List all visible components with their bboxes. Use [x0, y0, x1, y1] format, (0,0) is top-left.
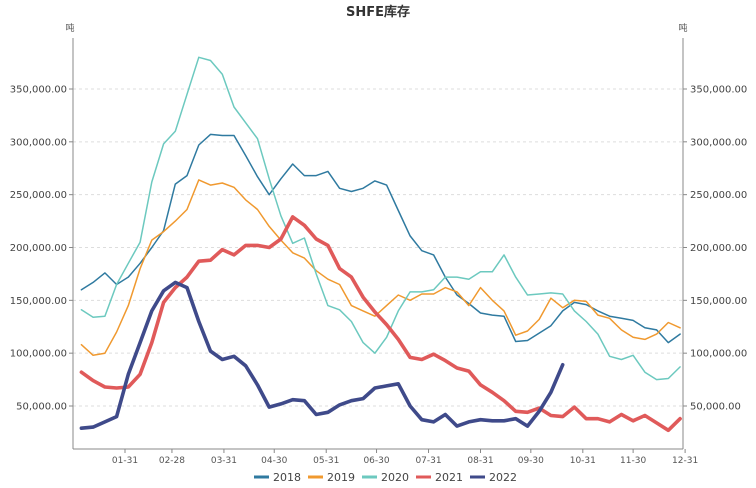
legend-label: 2021	[435, 471, 463, 484]
x-tick-label: 01-31	[112, 456, 138, 466]
legend-item-2019[interactable]: 2019	[308, 471, 355, 484]
x-tick-label: 09-30	[518, 456, 544, 466]
y-tick-label: 150,000.00	[10, 296, 67, 307]
series-line-2020	[80, 56, 681, 381]
x-tick-label: 03-31	[211, 456, 237, 466]
series-line-2022	[79, 280, 565, 431]
chart-title: SHFE库存	[346, 4, 410, 20]
y-tick-label-right: 50,000.00	[690, 402, 741, 413]
legend-item-2020[interactable]: 2020	[362, 471, 409, 484]
legend-label: 2022	[489, 471, 517, 484]
y-tick-label-right: 350,000.00	[690, 84, 747, 95]
x-tick-label: 07-31	[415, 456, 441, 466]
right-axis-unit: 吨	[678, 22, 687, 34]
series-line-2018	[80, 133, 681, 344]
x-tick-label: 11-30	[620, 456, 646, 466]
left-axis-unit: 吨	[65, 22, 74, 34]
x-tick-label: 12-31	[672, 456, 698, 466]
y-tick-label-right: 300,000.00	[690, 137, 747, 148]
y-tick-label: 300,000.00	[10, 137, 67, 148]
y-tick-label-right: 150,000.00	[690, 296, 747, 307]
y-tick-label: 250,000.00	[10, 190, 67, 201]
y-tick-label-right: 250,000.00	[690, 190, 747, 201]
y-tick-label: 100,000.00	[10, 349, 67, 360]
legend-item-2018[interactable]: 2018	[254, 471, 301, 484]
y-tick-label-right: 100,000.00	[690, 349, 747, 360]
x-tick-label: 04-30	[261, 456, 287, 466]
legend: 2018 2019 2020 2021 2022	[254, 471, 517, 484]
y-tick-label: 350,000.00	[10, 84, 67, 95]
legend-item-2022[interactable]: 2022	[470, 471, 517, 484]
legend-item-2021[interactable]: 2021	[416, 471, 463, 484]
x-tick-label: 10-31	[570, 456, 596, 466]
series-line-2021	[79, 215, 682, 433]
legend-label: 2020	[381, 471, 409, 484]
x-tick-label: 05-31	[313, 456, 339, 466]
legend-label: 2019	[327, 471, 355, 484]
y-tick-label: 200,000.00	[10, 243, 67, 254]
y-tick-label-right: 200,000.00	[690, 243, 747, 254]
x-tick-label: 02-28	[159, 456, 185, 466]
y-tick-label: 50,000.00	[16, 402, 67, 413]
legend-label: 2018	[273, 471, 301, 484]
x-tick-label: 06-30	[363, 456, 389, 466]
x-tick-label: 08-31	[467, 456, 493, 466]
series-line-2019	[80, 179, 681, 357]
